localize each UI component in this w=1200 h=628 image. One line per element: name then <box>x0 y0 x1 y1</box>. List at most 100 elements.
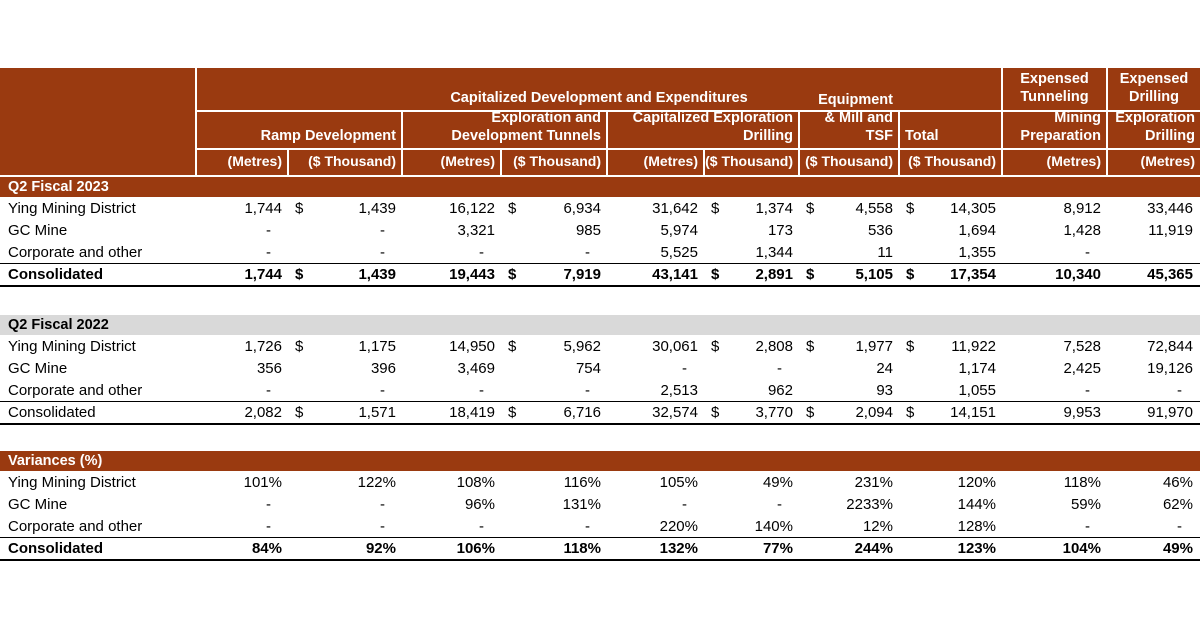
header-sub-exploration-drilling: Exploration Drilling <box>1108 110 1200 150</box>
cell-value: - <box>266 517 271 535</box>
table-cell: 128% <box>900 515 1003 537</box>
currency-symbol: $ <box>295 337 304 355</box>
currency-symbol: $ <box>508 266 517 283</box>
table-cell: - <box>1108 379 1200 401</box>
table-cell: 3,321 <box>403 219 502 241</box>
table-cell: - <box>403 379 502 401</box>
cell-value: 1,439 <box>358 199 396 217</box>
table-cell: 123% <box>900 538 1003 559</box>
row-label: Corporate and other <box>8 517 143 535</box>
table-cell: $1,439 <box>289 197 403 219</box>
section-header-q2-fiscal-2023: Q2 Fiscal 2023 <box>0 177 1200 197</box>
cell-value: - <box>380 495 385 513</box>
capital-expenditures-table: Capitalized Development and Expenditures… <box>0 68 1200 561</box>
cell-value: 108% <box>456 473 495 491</box>
cell-value: 32,574 <box>652 404 698 421</box>
cell-value: 144% <box>957 495 996 513</box>
table-cell: 3,469 <box>403 357 502 379</box>
cell-value: 14,950 <box>449 337 495 355</box>
cell-value: 5,525 <box>660 243 698 261</box>
cell-value: 2,891 <box>755 266 793 283</box>
table-row-gc-mine: GC Mine - - 96% 131% - - 2233% 144% 59% … <box>0 493 1200 515</box>
table-cell: 8,912 <box>1003 197 1108 219</box>
currency-symbol: $ <box>806 404 815 421</box>
table-cell: 5,974 <box>608 219 705 241</box>
table-row-consolidated-total: Consolidated 1,744 $1,439 19,443 $7,919 … <box>0 263 1200 287</box>
cell-value: 19,443 <box>449 266 495 283</box>
cell-value: 3,469 <box>457 359 495 377</box>
cell-value: - <box>682 495 687 513</box>
table-cell: 396 <box>289 357 403 379</box>
table-cell: 84% <box>197 538 289 559</box>
cell-value: 123% <box>957 540 996 557</box>
cell-value: 8,912 <box>1063 199 1101 217</box>
table-cell: 19,443 <box>403 264 502 285</box>
cell-value: 1,977 <box>855 337 893 355</box>
cell-value: 2,808 <box>755 337 793 355</box>
cell-value: 985 <box>575 221 601 239</box>
cell-value: 19,126 <box>1147 359 1193 377</box>
row-label: Ying Mining District <box>8 199 136 217</box>
cell-value: - <box>479 243 484 261</box>
cell-value: - <box>585 381 590 399</box>
table-cell: $11,922 <box>900 335 1003 357</box>
currency-symbol: $ <box>711 266 720 283</box>
cell-value: 10,340 <box>1055 266 1101 283</box>
table-cell: 122% <box>289 471 403 493</box>
cell-value: 11,919 <box>1148 221 1193 239</box>
table-cell: 140% <box>705 515 800 537</box>
cell-value: 14,305 <box>950 199 996 217</box>
table-cell: 1,055 <box>900 379 1003 401</box>
currency-symbol: $ <box>806 199 815 217</box>
table-row-corporate-and-other: Corporate and other - - - - 220% 140% 12… <box>0 515 1200 537</box>
cell-value: 2,094 <box>855 404 893 421</box>
cell-value: 7,528 <box>1063 337 1101 355</box>
row-label: Corporate and other <box>8 243 143 261</box>
cell-value: 754 <box>575 359 601 377</box>
cell-value: - <box>479 381 484 399</box>
cell-value: 962 <box>767 381 793 399</box>
table-cell: 12% <box>800 515 900 537</box>
table-cell: $5,962 <box>502 335 608 357</box>
currency-symbol: $ <box>295 266 304 283</box>
table-cell: 120% <box>900 471 1003 493</box>
table-cell: 131% <box>502 493 608 515</box>
cell-value: 118% <box>563 540 601 557</box>
table-cell: 220% <box>608 515 705 537</box>
cell-value: 1,694 <box>958 221 996 239</box>
table-cell <box>1108 241 1200 263</box>
row-label: Consolidated <box>8 404 96 421</box>
table-cell: - <box>1003 515 1108 537</box>
cell-value: 1,428 <box>1063 221 1101 239</box>
table-cell: - <box>1003 379 1108 401</box>
cell-value: - <box>682 359 687 377</box>
table-cell: - <box>289 379 403 401</box>
cell-value: 1,175 <box>358 337 396 355</box>
table-cell: 45,365 <box>1108 264 1200 285</box>
unit-header: ($ Thousand) <box>900 150 1003 175</box>
cell-value: 105% <box>659 473 698 491</box>
table-cell: - <box>289 515 403 537</box>
table-row-ying-mining-district: Ying Mining District 101% 122% 108% 116%… <box>0 471 1200 493</box>
cell-value: - <box>266 495 271 513</box>
table-cell: $7,919 <box>502 264 608 285</box>
table-cell: - <box>502 379 608 401</box>
table-cell: 132% <box>608 538 705 559</box>
table-cell: 985 <box>502 219 608 241</box>
currency-symbol: $ <box>711 404 720 421</box>
row-label: Ying Mining District <box>8 473 136 491</box>
table-cell: 1,428 <box>1003 219 1108 241</box>
cell-value: - <box>1085 243 1090 261</box>
cell-value: 62% <box>1162 495 1193 513</box>
table-cell: 19,126 <box>1108 357 1200 379</box>
cell-value: 91,970 <box>1147 404 1193 421</box>
cell-value: 9,953 <box>1063 404 1101 421</box>
table-cell: 104% <box>1003 538 1108 559</box>
cell-value: - <box>266 221 271 239</box>
table-cell: - <box>502 241 608 263</box>
table-cell: - <box>197 219 289 241</box>
table-cell: 244% <box>800 538 900 559</box>
table-cell: $1,977 <box>800 335 900 357</box>
table-cell: 2,425 <box>1003 357 1108 379</box>
table-cell: - <box>197 515 289 537</box>
